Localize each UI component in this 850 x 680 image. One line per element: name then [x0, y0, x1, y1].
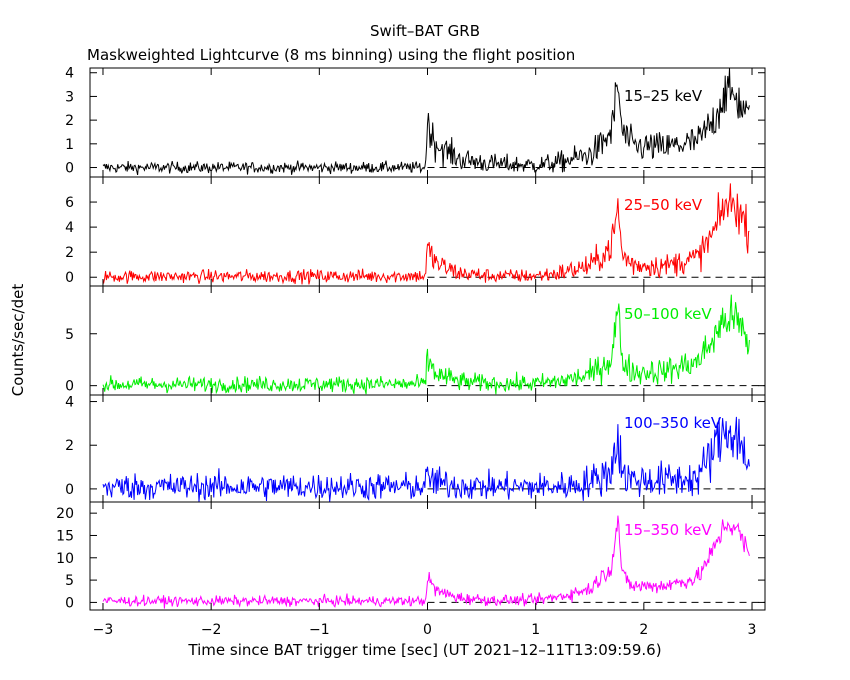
- x-tick-label: 1: [531, 622, 540, 638]
- band-label: 50–100 keV: [624, 305, 712, 323]
- y-tick-label: 1: [65, 137, 74, 153]
- x-tick-label: 3: [748, 622, 757, 638]
- chart-title: Swift–BAT GRB: [370, 22, 480, 40]
- panels-group: 0 1 2 3 4 15–25 keV 0 2 4 6 25–50 keV 0 5 50–100 keV 0…: [56, 66, 766, 638]
- y-tick-label: 5: [65, 573, 74, 589]
- x-axis-label: Time since BAT trigger time [sec] (UT 20…: [187, 641, 661, 659]
- panel-frame: [89, 285, 766, 396]
- y-tick-label: 15: [56, 528, 74, 544]
- x-tick-label: −2: [201, 622, 222, 638]
- y-tick-label: 0: [65, 161, 74, 177]
- y-axis-label: Counts/sec/det: [9, 284, 27, 397]
- lightcurve-series: [102, 294, 750, 395]
- y-tick-label: 4: [65, 395, 74, 411]
- y-tick-label: 2: [65, 438, 74, 454]
- x-tick-label: 0: [423, 622, 432, 638]
- y-tick-label: 0: [65, 379, 74, 395]
- y-tick-label: 4: [65, 66, 74, 82]
- band-label: 15–25 keV: [624, 87, 703, 105]
- y-tick-label: 4: [65, 220, 74, 236]
- y-tick-label: 2: [65, 245, 74, 261]
- band-label: 15–350 keV: [624, 521, 712, 539]
- x-tick-label: −3: [93, 622, 114, 638]
- y-tick-label: 3: [65, 89, 74, 105]
- y-tick-label: 20: [56, 506, 74, 522]
- lightcurve-series: [102, 515, 750, 609]
- y-tick-label: 0: [65, 595, 74, 611]
- lightcurve-series: [102, 67, 750, 176]
- y-tick-label: 0: [65, 482, 74, 498]
- panel-frame: [89, 501, 766, 611]
- y-tick-label: 0: [65, 270, 74, 286]
- y-tick-label: 6: [65, 195, 74, 211]
- y-tick-label: 5: [65, 327, 74, 343]
- band-label: 25–50 keV: [624, 196, 703, 214]
- band-label: 100–350 keV: [624, 414, 722, 432]
- lightcurve-series: [102, 416, 750, 503]
- x-tick-label: −1: [309, 622, 330, 638]
- lightcurve-series: [102, 183, 750, 285]
- panel-frame: [89, 176, 766, 287]
- y-tick-label: 10: [56, 551, 74, 567]
- chart-subtitle: Maskweighted Lightcurve (8 ms binning) u…: [87, 46, 575, 64]
- y-tick-label: 2: [65, 113, 74, 129]
- x-tick-label: 2: [639, 622, 648, 638]
